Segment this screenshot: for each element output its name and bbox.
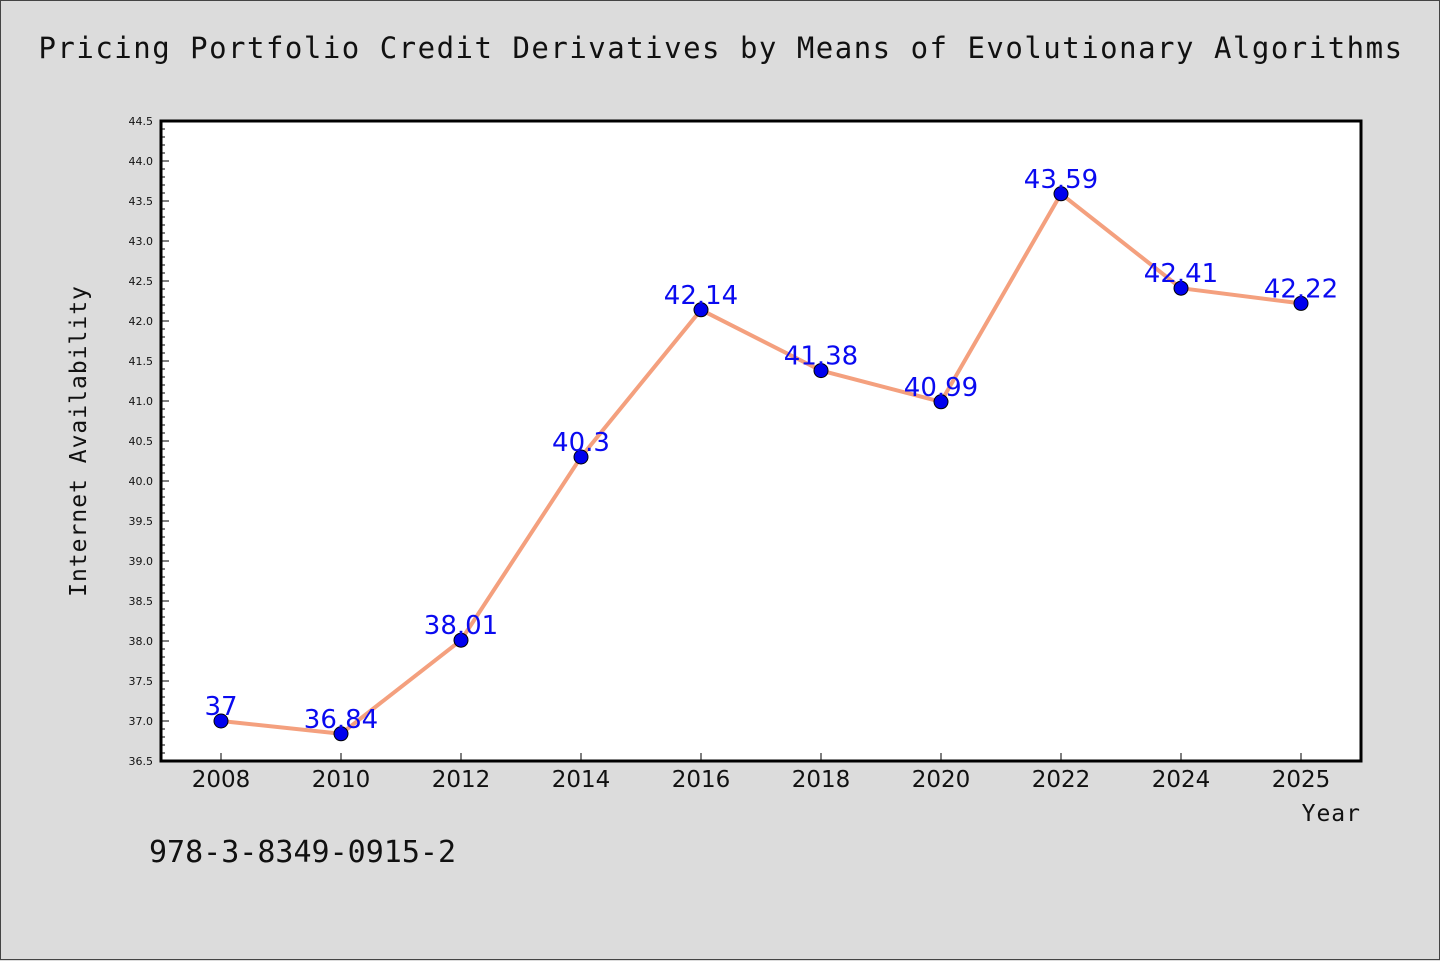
plot-area — [159, 119, 1363, 763]
y-tick-label: 39.0 — [129, 555, 154, 568]
data-label: 38.01 — [424, 611, 498, 641]
data-point — [1053, 186, 1069, 202]
data-point — [1293, 295, 1309, 311]
y-axis: 36.5 37.0 37.5 38.0 38.5 39.0 39.5 40.0 40.5 41.0… — [129, 115, 169, 768]
x-axis: 2008 2010 2012 2014 2016 2018 2020 2022 2024 2025 — [192, 753, 1331, 793]
y-axis-label: Internet Availability — [66, 285, 92, 597]
data-label: 42.14 — [664, 281, 738, 311]
data-point — [573, 449, 589, 465]
y-tick-label: 43.5 — [129, 195, 154, 208]
data-point — [453, 632, 469, 648]
data-label: 41.38 — [784, 342, 858, 372]
data-label: 40.99 — [904, 373, 978, 403]
x-tick-label: 2018 — [792, 767, 851, 793]
data-point — [1173, 280, 1189, 296]
y-tick-label: 44.5 — [129, 115, 154, 128]
x-tick-label: 2016 — [672, 767, 731, 793]
x-tick-label: 2022 — [1032, 767, 1091, 793]
y-tick-label: 39.5 — [129, 515, 154, 528]
data-label: 43.59 — [1024, 165, 1098, 195]
y-tick-label: 38.0 — [129, 635, 154, 648]
y-tick-label: 37.5 — [129, 675, 154, 688]
y-tick-label: 43.0 — [129, 235, 154, 248]
data-point — [813, 363, 829, 379]
x-tick-label: 2012 — [432, 767, 491, 793]
data-label: 40.3 — [552, 428, 610, 458]
data-label: 42.41 — [1144, 259, 1218, 289]
data-point — [693, 302, 709, 318]
data-point — [933, 394, 949, 410]
data-label: 37 — [204, 692, 237, 722]
y-tick-label: 40.5 — [129, 435, 154, 448]
x-tick-label: 2014 — [552, 767, 611, 793]
y-tick-label: 44.0 — [129, 155, 154, 168]
data-label: 42.22 — [1264, 274, 1338, 304]
x-tick-label: 2010 — [312, 767, 371, 793]
y-tick-label: 38.5 — [129, 595, 154, 608]
isbn-text: 978-3-8349-0915-2 — [149, 835, 457, 870]
x-tick-label: 2020 — [912, 767, 971, 793]
data-point — [333, 726, 349, 742]
y-tick-label: 37.0 — [129, 715, 154, 728]
y-tick-label: 41.0 — [129, 395, 154, 408]
series-line — [220, 191, 1302, 736]
data-labels: 37 36.84 38.01 40.3 42.14 41.38 40.99 43.59 42.4… — [204, 165, 1338, 735]
x-axis-label: Year — [1302, 801, 1361, 827]
data-label: 36.84 — [304, 705, 378, 735]
x-tick-label: 2025 — [1272, 767, 1331, 793]
data-point — [213, 713, 229, 729]
y-tick-label: 42.0 — [129, 315, 154, 328]
x-tick-label: 2008 — [192, 767, 251, 793]
series-markers — [213, 186, 1309, 742]
y-tick-label: 42.5 — [129, 275, 154, 288]
y-tick-label: 40.0 — [129, 475, 154, 488]
chart-title: Pricing Portfolio Credit Derivatives by … — [38, 31, 1404, 65]
x-tick-label: 2024 — [1152, 767, 1211, 793]
y-tick-label: 36.5 — [129, 755, 154, 768]
y-tick-label: 41.5 — [129, 355, 154, 368]
